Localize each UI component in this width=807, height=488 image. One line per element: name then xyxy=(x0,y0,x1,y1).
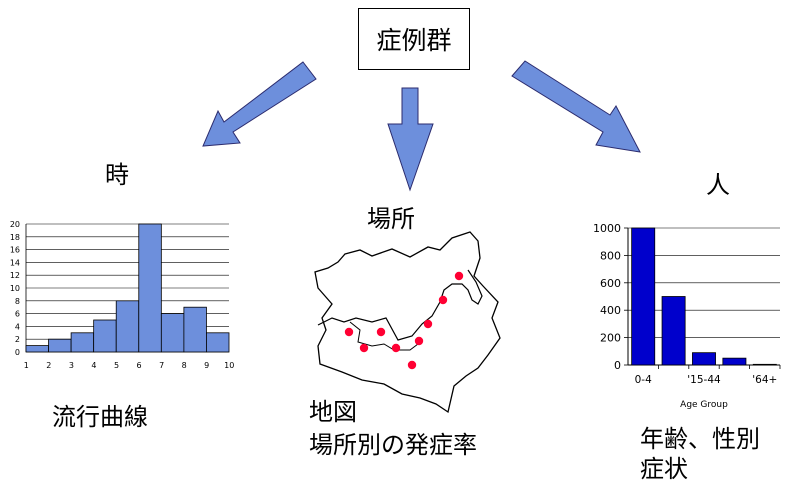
histogram-bar xyxy=(115,300,140,353)
x-tick-label: 7 xyxy=(159,361,164,370)
x-tick-label: '64+ xyxy=(752,374,777,386)
map-dot xyxy=(438,295,448,305)
map-dot xyxy=(407,360,417,370)
y-tick-label: 2 xyxy=(15,335,20,344)
arrow-left xyxy=(202,61,317,147)
y-tick-label: 10 xyxy=(10,284,20,293)
y-tick-label: 1000 xyxy=(593,222,621,235)
x-tick-label: 8 xyxy=(182,361,187,370)
histogram-bar xyxy=(206,332,230,353)
histogram-bar xyxy=(70,332,95,353)
histogram-bar xyxy=(25,345,49,353)
y-tick-label: 12 xyxy=(10,271,20,280)
y-tick-label: 16 xyxy=(10,246,20,255)
x-tick-label: 6 xyxy=(137,361,142,370)
heading-person: 人 xyxy=(706,171,730,199)
x-axis-label: Age Group xyxy=(680,400,728,410)
histogram-bar xyxy=(138,223,162,353)
map-inner-line xyxy=(317,269,483,341)
y-tick-label: 18 xyxy=(10,233,20,242)
map-dot xyxy=(391,343,401,353)
y-tick-label: 4 xyxy=(15,322,20,331)
age-bar xyxy=(631,227,656,366)
histogram-bar xyxy=(183,306,207,353)
x-tick-label: 0-4 xyxy=(635,374,652,386)
y-tick-label: 400 xyxy=(600,304,621,317)
arrow-down xyxy=(387,87,434,192)
map-dot xyxy=(359,343,369,353)
map-outline xyxy=(314,231,501,414)
caption-person-line1: 年齢、性別 xyxy=(640,425,760,453)
x-tick-label: 10 xyxy=(224,361,234,370)
x-tick-label: 9 xyxy=(204,361,209,370)
y-tick-label: 14 xyxy=(10,258,20,267)
x-tick-label: 4 xyxy=(91,361,96,370)
age-bar xyxy=(722,357,747,366)
y-tick-label: 800 xyxy=(600,249,621,262)
arrow-right xyxy=(511,60,641,153)
caption-person-line2: 症状 xyxy=(640,455,688,483)
heading-place: 場所 xyxy=(367,205,415,233)
age-bar xyxy=(752,363,777,366)
center-label-box: 症例群 xyxy=(358,8,470,70)
map-inner-line-2 xyxy=(349,321,419,351)
x-tick-label: '15-44 xyxy=(687,374,721,386)
map-dot xyxy=(344,327,354,337)
map-dot xyxy=(376,327,386,337)
histogram-bar xyxy=(93,319,117,353)
x-tick-label: 1 xyxy=(24,361,29,370)
y-tick-label: 6 xyxy=(15,310,20,319)
caption-time: 流行曲線 xyxy=(52,403,148,431)
map-dots xyxy=(344,271,464,370)
age-bar xyxy=(661,296,686,366)
caption-place-line1: 地図 xyxy=(309,398,357,426)
caption-place-line2: 場所別の発症率 xyxy=(309,431,477,459)
heading-time: 時 xyxy=(105,161,129,189)
y-tick-label: 600 xyxy=(600,277,621,290)
histogram-bar xyxy=(48,338,72,353)
center-label: 症例群 xyxy=(376,26,452,55)
map-dot xyxy=(414,336,424,346)
histogram-bar xyxy=(160,313,185,353)
x-tick-label: 2 xyxy=(46,361,51,370)
map-dot xyxy=(454,271,464,281)
x-tick-label: 3 xyxy=(69,361,74,370)
map-dot xyxy=(423,319,433,329)
y-tick-label: 20 xyxy=(10,220,20,229)
age-group-chart: 0 200 400 600 800 1000 0-4 '15-44 '64+ Age Group xyxy=(593,222,781,410)
y-tick-label: 0 xyxy=(614,359,621,372)
x-tick-label: 5 xyxy=(114,361,119,370)
y-tick-label: 200 xyxy=(600,332,621,345)
y-tick-label: 8 xyxy=(15,297,20,306)
y-tick-label: 0 xyxy=(15,348,20,357)
age-bar xyxy=(692,352,716,366)
